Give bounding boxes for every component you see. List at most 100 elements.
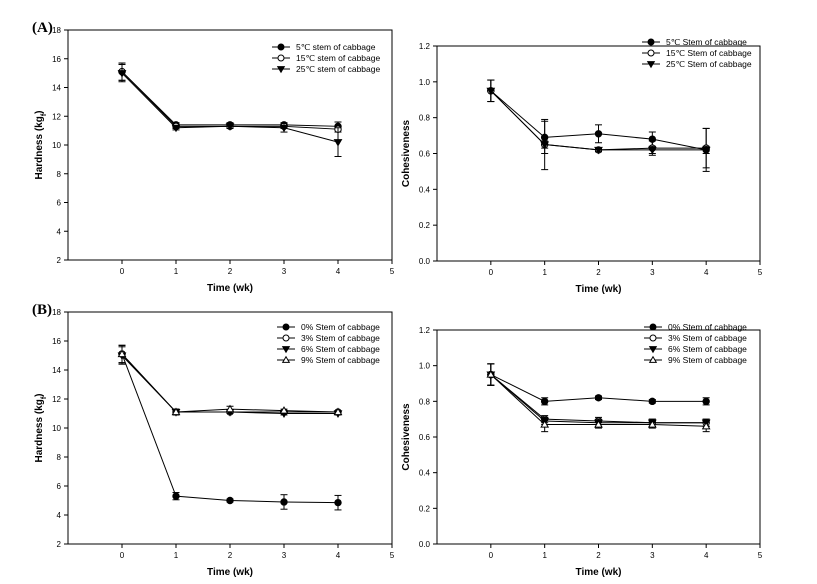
y-tick-label: 1.0 (419, 78, 431, 87)
legend-marker (649, 323, 657, 331)
data-point (486, 370, 496, 378)
series-line (121, 72, 339, 143)
legend-marker (277, 54, 285, 62)
y-tick-label: 0.0 (419, 540, 431, 549)
series-1 (118, 344, 342, 511)
x-tick-label: 3 (282, 267, 287, 276)
data-point (333, 139, 343, 147)
y-tick-label: 0.6 (419, 150, 431, 159)
data-point (540, 141, 550, 150)
x-tick-label: 5 (390, 267, 395, 276)
y-tick-label: 16 (52, 55, 61, 64)
y-tick-label: 0.8 (419, 397, 431, 406)
legend-marker (281, 346, 291, 354)
y-tick-label: 10 (52, 141, 61, 150)
y-axis-label-suffix: ) (34, 110, 45, 113)
x-tick-label: 0 (489, 551, 494, 560)
legend-entry: 15℃ stem of cabbage (296, 53, 380, 63)
legend-entry: 0% Stem of cabbage (301, 322, 380, 332)
data-point (333, 407, 343, 416)
legend-entry: 25℃ stem of cabbage (296, 64, 380, 74)
data-point (701, 421, 711, 430)
y-axis-label-main: Hardness (kg (34, 399, 45, 462)
series-3 (117, 64, 343, 157)
y-axis-label: Hardness (kgf) (34, 393, 48, 462)
x-tick-label: 1 (174, 551, 179, 560)
data-point (279, 124, 289, 133)
x-tick-label: 4 (336, 551, 341, 560)
y-tick-label: 2 (57, 540, 62, 549)
y-tick-label: 6 (57, 199, 62, 208)
series-1 (487, 79, 710, 172)
legend-entry: 5℃ Stem of cabbage (666, 37, 747, 47)
x-tick-label: 0 (120, 551, 125, 560)
data-point (594, 394, 603, 402)
x-tick-label: 5 (758, 268, 763, 277)
data-point (647, 146, 657, 155)
x-tick-label: 5 (758, 551, 763, 560)
data-point (172, 492, 180, 500)
y-tick-label: 0.0 (419, 257, 431, 266)
panel-label-b: (B) (32, 302, 52, 318)
x-tick-label: 3 (650, 551, 655, 560)
legend-marker (647, 38, 655, 46)
legend-entry: 0% Stem of cabbage (668, 322, 747, 332)
data-point (594, 419, 603, 428)
y-tick-label: 4 (57, 511, 62, 520)
y-tick-label: 18 (52, 308, 61, 317)
y-tick-label: 0.4 (419, 185, 431, 194)
y-tick-label: 1.2 (419, 42, 431, 51)
x-tick-label: 3 (282, 551, 287, 560)
y-tick-label: 0.2 (419, 221, 431, 230)
series-4 (117, 344, 343, 416)
legend-entry: 3% Stem of cabbage (668, 333, 747, 343)
y-tick-label: 6 (57, 482, 62, 491)
legend-marker (277, 43, 285, 51)
data-point (225, 123, 235, 131)
y-tick-label: 8 (57, 453, 62, 462)
y-tick-label: 12 (52, 395, 61, 404)
y-tick-label: 1.0 (419, 362, 431, 371)
y-axis-label: Cohesiveness (401, 403, 412, 471)
legend-marker (281, 355, 291, 363)
data-point (647, 419, 657, 428)
y-axis-label-suffix: ) (34, 393, 45, 396)
x-tick-label: 0 (489, 268, 494, 277)
panel-label-a: (A) (32, 20, 53, 36)
legend-entry: 25℃ Stem of cabbage (666, 59, 752, 69)
x-tick-label: 4 (704, 551, 709, 560)
y-tick-label: 14 (52, 366, 61, 375)
chart-2: 0.0 0.2 0.4 0.6 0.8 1.0 1.2 0 1 2 3 4 5 Time (wk) Cohe… (401, 37, 763, 295)
legend-entry: 9% Stem of cabbage (301, 355, 380, 365)
series-4 (486, 363, 711, 433)
y-tick-label: 1.2 (419, 326, 431, 335)
x-axis-label: Time (wk) (207, 283, 253, 294)
series-line (121, 71, 339, 130)
y-tick-label: 10 (52, 424, 61, 433)
legend-marker (282, 334, 290, 342)
legend-marker (648, 346, 658, 354)
data-point (648, 397, 657, 406)
x-axis-label: Time (wk) (576, 284, 622, 295)
y-tick-label: 18 (52, 26, 61, 35)
y-axis-label: Hardness (kgf) (34, 110, 48, 179)
legend-marker (282, 323, 290, 331)
data-point (486, 87, 496, 96)
data-point (702, 397, 710, 406)
y-tick-label: 0.4 (419, 469, 431, 478)
legend-marker (649, 334, 657, 342)
legend-entry: 9% Stem of cabbage (668, 355, 747, 365)
legend-entry: 15℃ Stem of cabbage (666, 48, 752, 58)
legend-entry: 3% Stem of cabbage (301, 333, 380, 343)
x-tick-label: 2 (596, 268, 601, 277)
y-tick-label: 4 (57, 227, 62, 236)
series-line (121, 71, 339, 127)
x-tick-label: 1 (542, 551, 547, 560)
y-axis-label-main: Cohesiveness (401, 403, 412, 471)
x-tick-label: 2 (596, 551, 601, 560)
